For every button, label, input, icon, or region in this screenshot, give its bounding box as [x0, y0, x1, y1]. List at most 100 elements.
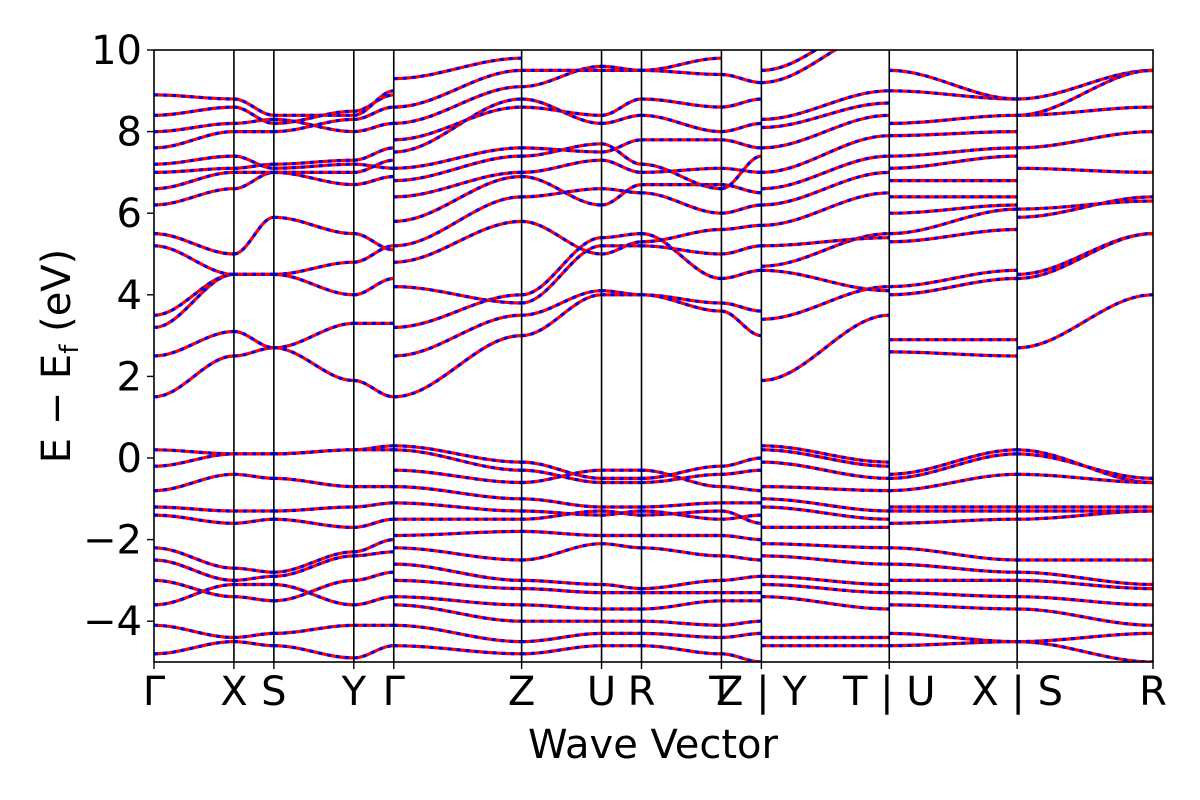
band-curve-blue — [1017, 631, 1153, 644]
x-tick-label: R — [1139, 669, 1167, 715]
band-curve-blue — [154, 582, 234, 607]
band-curve-blue — [154, 513, 234, 525]
band-curve-blue — [761, 582, 890, 595]
band-curve-blue — [353, 570, 394, 582]
band-curve-blue — [233, 595, 274, 603]
band-curve-blue — [721, 533, 762, 542]
band-curve-blue — [393, 68, 522, 109]
band-curve-blue — [521, 142, 602, 158]
band-curve-blue — [889, 350, 1018, 358]
band-curve-blue — [721, 485, 762, 493]
band-curve-blue — [353, 378, 394, 399]
x-tick-label: T — [708, 669, 734, 715]
band-curve-blue — [521, 236, 602, 297]
band-curve-blue — [1017, 199, 1153, 211]
band-curve-blue — [154, 578, 234, 599]
y-tick-label: −4 — [83, 599, 142, 645]
band-curve-blue — [154, 558, 234, 582]
band-curve-blue — [393, 85, 522, 125]
band-curve-blue — [889, 517, 1018, 525]
band-curve-blue — [641, 97, 722, 109]
band-curve-blue — [353, 162, 394, 170]
band-curve-blue — [233, 517, 274, 525]
x-tick-label: Γ — [383, 669, 406, 715]
band-curve-blue — [1017, 578, 1153, 591]
band-curve-red — [761, 50, 819, 72]
band-curve-blue — [353, 595, 394, 607]
band-curve-blue — [393, 546, 522, 562]
band-curve-blue — [641, 509, 722, 517]
x-tick-label: Z — [508, 669, 535, 715]
band-curve-blue — [233, 640, 274, 648]
band-curve-blue — [273, 644, 354, 660]
band-curve-blue — [273, 117, 354, 134]
band-curve-blue — [641, 472, 722, 485]
band-curve-blue — [1017, 232, 1153, 281]
band-curve-blue — [521, 631, 602, 644]
band-curve-blue — [393, 529, 522, 538]
band-curve-blue — [889, 207, 1018, 236]
band-curve-blue — [721, 121, 762, 134]
band-curve-blue — [273, 158, 354, 166]
band-curve-blue — [154, 623, 234, 640]
band-curve-blue — [273, 260, 354, 276]
band-curve-blue — [521, 460, 602, 480]
band-curve-blue — [521, 64, 602, 89]
band-curve-blue — [154, 154, 234, 166]
kpoint-lines — [233, 50, 1018, 662]
band-curve-blue — [721, 72, 762, 85]
band-curve-blue — [889, 640, 1018, 648]
band-curve-blue — [641, 293, 722, 305]
band-curve-blue — [721, 456, 762, 468]
band-curve-blue — [1017, 472, 1153, 485]
band-curve-blue — [601, 289, 642, 297]
band-curve-blue — [761, 595, 890, 611]
band-curve-blue — [761, 170, 890, 207]
band-curve-red — [521, 289, 602, 317]
band-curve-red — [1017, 195, 1153, 219]
band-curve-blue — [889, 89, 1018, 101]
band-curve-blue — [761, 285, 890, 321]
band-curve-blue — [889, 227, 1018, 244]
band-curve-blue — [393, 56, 522, 81]
y-axis-title-main: E − E — [34, 354, 80, 464]
band-curve-blue — [393, 448, 522, 472]
band-curve-blue — [233, 631, 274, 640]
y-axis-title-subscript: f — [55, 344, 85, 354]
band-curve-blue — [353, 174, 394, 187]
band-curve-blue — [761, 313, 890, 383]
band-curve-blue — [889, 452, 1018, 480]
y-tick-label: 4 — [117, 273, 142, 319]
band-curve-blue — [721, 183, 762, 195]
band-curve-blue — [889, 130, 1018, 138]
band-curve-blue — [154, 166, 234, 174]
band-curve-blue — [641, 232, 722, 281]
band-curve-blue — [1017, 105, 1153, 117]
band-curve-blue — [393, 468, 522, 485]
band-curve-blue — [761, 89, 890, 121]
plot-frame — [153, 49, 1154, 663]
band-curve-blue — [761, 448, 890, 468]
band-curve-blue — [233, 472, 274, 480]
band-curve-blue — [1017, 595, 1153, 607]
band-curve-blue — [233, 117, 274, 125]
band-curve-blue — [154, 232, 234, 256]
band-curve-blue — [721, 619, 762, 627]
band-curve-blue — [154, 505, 234, 513]
band-curve-blue — [761, 101, 890, 130]
band-curve-blue — [273, 517, 354, 529]
band-curve-blue — [641, 244, 722, 256]
band-curve-blue — [233, 97, 275, 117]
band-curve-blue — [521, 468, 602, 485]
band-curve-blue — [721, 203, 762, 215]
band-curve-blue — [273, 215, 354, 236]
band-curve-blue — [601, 542, 642, 550]
band-curve-blue — [721, 244, 762, 256]
band-curve-blue — [761, 485, 890, 493]
band-curve-blue — [761, 574, 890, 587]
band-curve-blue — [601, 187, 642, 195]
y-axis-title-unit: (eV) — [34, 249, 80, 345]
y-tick-label: 0 — [117, 436, 142, 482]
